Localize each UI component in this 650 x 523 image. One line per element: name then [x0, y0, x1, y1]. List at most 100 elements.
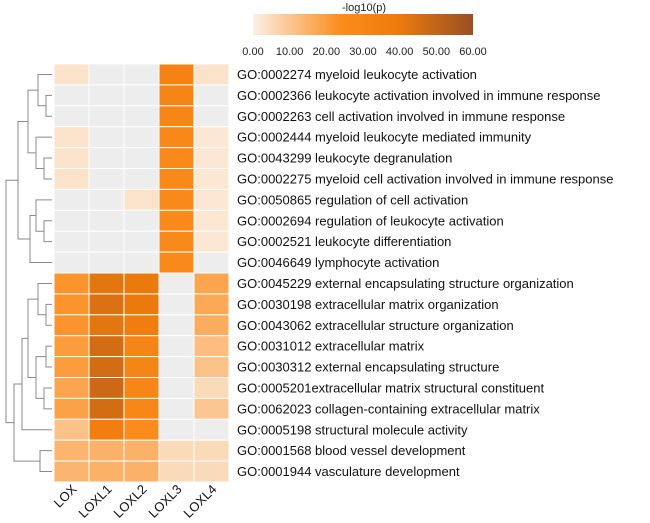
heatmap-cell	[193, 356, 230, 379]
row-label: GO:0002366 leukocyte activation involved…	[237, 88, 601, 103]
heatmap-cell	[123, 230, 160, 253]
heatmap-cell	[123, 314, 160, 337]
heatmap-cell	[88, 63, 125, 86]
heatmap-cell	[88, 460, 125, 483]
colorbar-tick-label: 40.00	[386, 46, 414, 58]
row-label: GO:0030198 extracellular matrix organiza…	[237, 297, 499, 312]
heatmap-cell	[88, 439, 125, 462]
heatmap-cell	[193, 335, 230, 358]
heatmap-cell	[158, 84, 195, 107]
dendrogram-branch	[43, 157, 52, 180]
heatmap-cell	[53, 460, 90, 483]
colorbar-ticks: 0.00 10.00 20.00 30.00 40.00 50.00 60.00	[242, 46, 486, 58]
heatmap-cell	[53, 439, 90, 462]
column-label: LOXL4	[180, 482, 219, 521]
heatmap-cell	[193, 418, 230, 441]
heatmap-cell	[193, 397, 230, 420]
heatmap-cell	[53, 314, 90, 337]
heatmap-cell	[53, 251, 90, 274]
heatmap-cell	[158, 147, 195, 170]
column-label: LOXL3	[145, 482, 184, 521]
colorbar-tick-label: 20.00	[313, 46, 341, 58]
heatmap-cell	[53, 168, 90, 190]
heatmap-cell	[123, 147, 160, 170]
heatmap-cell	[88, 377, 125, 399]
colorbar-tick-label: 50.00	[423, 46, 451, 58]
colorbar	[253, 14, 473, 35]
heatmap-cell	[88, 230, 125, 253]
heatmap-cell	[88, 293, 125, 316]
heatmap-cell	[193, 209, 230, 232]
heatmap-cell	[53, 105, 90, 128]
heatmap-cell	[53, 147, 90, 170]
heatmap-cell	[53, 209, 90, 232]
heatmap-cell	[88, 397, 125, 420]
row-label: GO:0031012 extracellular matrix	[237, 339, 425, 354]
heatmap-cell	[88, 105, 125, 128]
heatmap-cell	[158, 335, 195, 358]
heatmap-cell	[193, 460, 230, 483]
heatmap-cell	[53, 418, 90, 441]
heatmap-cell	[88, 126, 125, 149]
heatmap-cell	[53, 397, 90, 420]
row-label: GO:0002694 regulation of leukocyte activ…	[237, 213, 504, 228]
heatmap-cell	[193, 293, 230, 316]
heatmap-cell	[53, 84, 90, 107]
heatmap-cell	[193, 168, 230, 190]
heatmap-cell	[123, 439, 160, 462]
row-label: GO:0005201extracellular matrix structura…	[237, 380, 544, 395]
heatmap-cell	[158, 168, 195, 190]
heatmap-cell	[123, 418, 160, 441]
dendrogram-branch	[45, 345, 52, 368]
dendrogram-branch	[37, 282, 52, 316]
heatmap-cell	[88, 335, 125, 358]
heatmap-cell	[158, 314, 195, 337]
column-label: LOXL2	[110, 482, 149, 521]
dendrogram-branch	[45, 303, 52, 326]
heatmap-cell	[158, 439, 195, 462]
row-labels: GO:0002274 myeloid leukocyte activation G…	[237, 67, 613, 479]
heatmap-cell	[193, 84, 230, 107]
heatmap-cell	[88, 314, 125, 337]
heatmap-cell	[158, 418, 195, 441]
heatmap-cell	[123, 272, 160, 295]
heatmap-cell	[193, 230, 230, 253]
heatmap-cell	[158, 293, 195, 316]
heatmap-cell	[158, 397, 195, 420]
heatmap-cell	[123, 84, 160, 107]
heatmap-cell	[193, 188, 230, 211]
heatmap-cell	[158, 251, 195, 274]
heatmap-cell	[53, 335, 90, 358]
heatmap-cell	[88, 147, 125, 170]
row-label: GO:0043062 extracellular structure organ…	[237, 318, 514, 333]
row-label: GO:0002444 myeloid leukocyte mediated im…	[237, 130, 532, 145]
column-label: LOXL1	[75, 482, 114, 521]
dendrogram-branch	[45, 94, 52, 117]
heatmap-cell	[158, 377, 195, 399]
heatmap-cell	[123, 460, 160, 483]
row-label: GO:0005198 structural molecule activity	[237, 422, 468, 437]
heatmap-cell	[158, 272, 195, 295]
row-label: GO:0002521 leukocyte differentiation	[237, 234, 451, 249]
heatmap-cell	[123, 126, 160, 149]
heatmap-cell	[123, 209, 160, 232]
row-label: GO:0002274 myeloid leukocyte activation	[237, 67, 477, 82]
heatmap-cell	[123, 397, 160, 420]
row-label: GO:0030312 external encapsulating struct…	[237, 360, 499, 375]
heatmap-cell	[88, 168, 125, 190]
dendrogram-branch	[43, 387, 52, 410]
dendrogram-branch	[5, 179, 18, 424]
colorbar-tick-label: 0.00	[242, 46, 263, 58]
row-label: GO:0046649 lymphocyte activation	[237, 255, 439, 270]
row-label: GO:0062023 collagen-containing extracell…	[237, 401, 540, 416]
heatmap-cell	[123, 63, 160, 86]
heatmap-cell	[158, 460, 195, 483]
dendrogram-branch	[21, 337, 52, 431]
dendrogram-branch	[29, 215, 52, 264]
heatmap-cell	[123, 251, 160, 274]
heatmap-cell	[53, 356, 90, 379]
heatmap-cell	[193, 251, 230, 274]
colorbar-tick-label: 30.00	[349, 46, 377, 58]
